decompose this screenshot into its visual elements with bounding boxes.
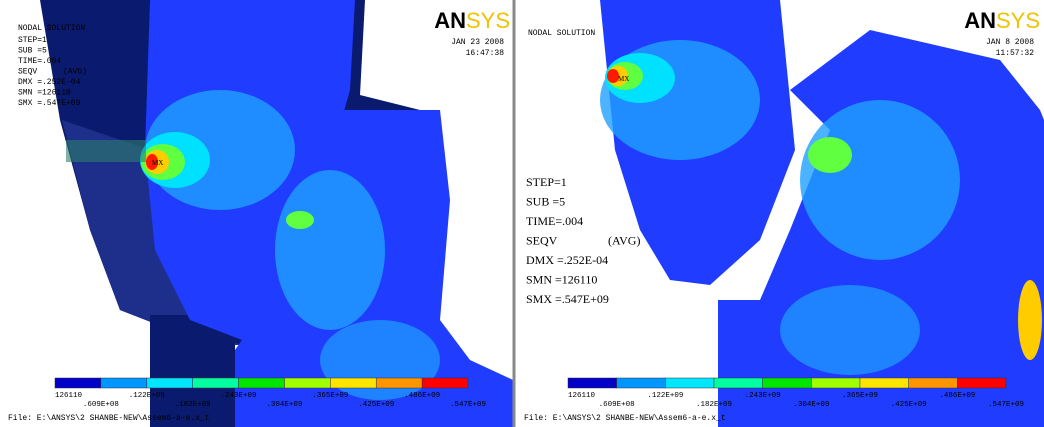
screenshot: NODAL SOLUTIONSTEP=1SUB =5TIME=.004SEQVD… <box>0 0 1044 427</box>
legend-label: .425E+09 <box>891 401 927 409</box>
status-sub: SUB =5 <box>526 195 565 209</box>
legend-label: .122E+09 <box>129 392 165 400</box>
logo-sys: SYS <box>466 8 510 33</box>
status-avg: (AVG) <box>63 68 87 77</box>
legend-swatch <box>284 378 330 388</box>
status-step: STEP=1 <box>526 175 567 189</box>
legend-swatch <box>860 378 909 388</box>
date: JAN 8 2008 <box>986 38 1034 47</box>
status-sub: SUB =5 <box>18 47 47 56</box>
legend-swatch <box>101 378 147 388</box>
legend-swatch <box>665 378 714 388</box>
legend-label: .547E+09 <box>450 401 486 409</box>
legend-label: .304E+09 <box>793 401 829 409</box>
legend-swatch <box>811 378 860 388</box>
max-marker: MX <box>618 75 629 83</box>
status-smn: SMN =126110 <box>526 273 597 287</box>
legend-label: .182E+09 <box>696 401 732 409</box>
status-seqv: SEQV <box>18 68 37 77</box>
file-path: File: E:\ANSYS\2 SHANBE-NEW\Assem6-a-e.x… <box>524 414 726 423</box>
status-seqv: SEQV <box>526 234 558 248</box>
legend-swatch <box>239 378 285 388</box>
legend-label: .486E+09 <box>939 392 975 400</box>
status-smx: SMX =.547E+09 <box>18 99 81 108</box>
legend-label: 126110 <box>568 392 596 400</box>
file-path: File: E:\ANSYS\2 SHANBE-NEW\Assem6-a-e.x… <box>8 414 210 423</box>
legend-swatch <box>330 378 376 388</box>
time-of-day: 11:57:32 <box>996 49 1035 58</box>
legend-label: .365E+09 <box>312 392 348 400</box>
legend-label: .182E+09 <box>175 401 211 409</box>
logo-an: AN <box>964 8 996 33</box>
status-smx: SMX =.547E+09 <box>526 292 609 306</box>
legend-swatch <box>617 378 666 388</box>
status-step: STEP=1 <box>18 36 47 45</box>
legend-label: .365E+09 <box>842 392 878 400</box>
legend-label: .547E+09 <box>988 401 1024 409</box>
legend-label: .122E+09 <box>647 392 683 400</box>
legend-swatch <box>376 378 422 388</box>
legend-swatch <box>714 378 763 388</box>
status-time: TIME=.004 <box>18 57 61 66</box>
panel-title: NODAL SOLUTION <box>18 24 85 33</box>
ansys-logo: ANSYS <box>434 8 510 33</box>
legend-swatch <box>763 378 812 388</box>
legend-label: .243E+09 <box>745 392 781 400</box>
legend-swatch <box>909 378 958 388</box>
status-dmx: DMX =.252E-04 <box>18 78 81 87</box>
legend-label: 126110 <box>55 392 83 400</box>
logo-an: AN <box>434 8 466 33</box>
max-marker: MX <box>152 159 163 167</box>
legend-label: .609E+08 <box>83 401 119 409</box>
legend-swatch <box>147 378 193 388</box>
legend-swatch <box>193 378 239 388</box>
legend-swatch <box>568 378 617 388</box>
legend-label: .609E+08 <box>599 401 635 409</box>
legend-label: .425E+09 <box>358 401 394 409</box>
ansys-logo: ANSYS <box>964 8 1040 33</box>
status-smn: SMN =126110 <box>18 89 71 98</box>
legend-swatch <box>957 378 1006 388</box>
panel-title: NODAL SOLUTION <box>528 29 595 38</box>
status-time: TIME=.004 <box>526 214 583 228</box>
status-dmx: DMX =.252E-04 <box>526 253 608 267</box>
legend-swatch <box>422 378 468 388</box>
legend-label: .304E+09 <box>266 401 302 409</box>
logo-sys: SYS <box>996 8 1040 33</box>
legend-label: .243E+09 <box>221 392 257 400</box>
status-avg: (AVG) <box>608 234 640 248</box>
legend-swatch <box>55 378 101 388</box>
date: JAN 23 2008 <box>451 38 504 47</box>
time-of-day: 16:47:38 <box>466 49 505 58</box>
legend-label: .486E+09 <box>404 392 440 400</box>
